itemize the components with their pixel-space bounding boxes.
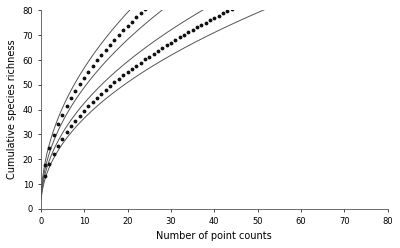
X-axis label: Number of point counts: Number of point counts	[156, 231, 272, 241]
Y-axis label: Cumulative species richness: Cumulative species richness	[7, 40, 17, 180]
